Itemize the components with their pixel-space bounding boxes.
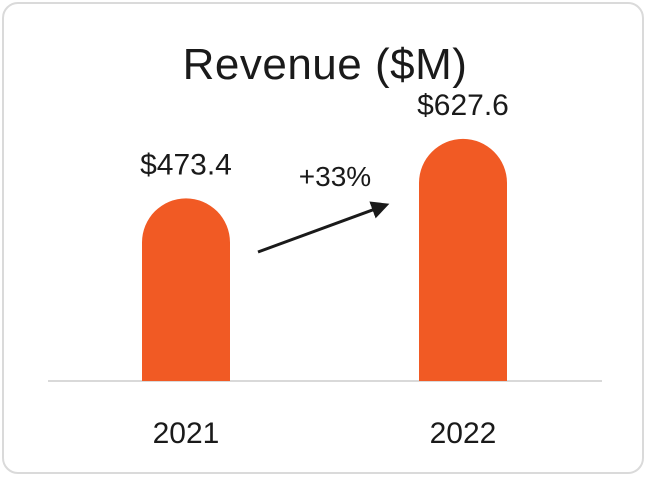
category-label-2022: 2022 — [430, 417, 497, 450]
growth-arrow — [257, 201, 390, 254]
value-label-2022: $627.6 — [417, 89, 509, 122]
category-label-2021: 2021 — [153, 417, 220, 450]
chart-title: Revenue ($M) — [182, 40, 468, 89]
chart-card — [2, 2, 644, 474]
growth-percent-label: +33% — [299, 161, 371, 192]
value-label-2021: $473.4 — [140, 148, 232, 181]
bar-2022 — [419, 138, 507, 381]
bar-2021 — [142, 198, 230, 381]
